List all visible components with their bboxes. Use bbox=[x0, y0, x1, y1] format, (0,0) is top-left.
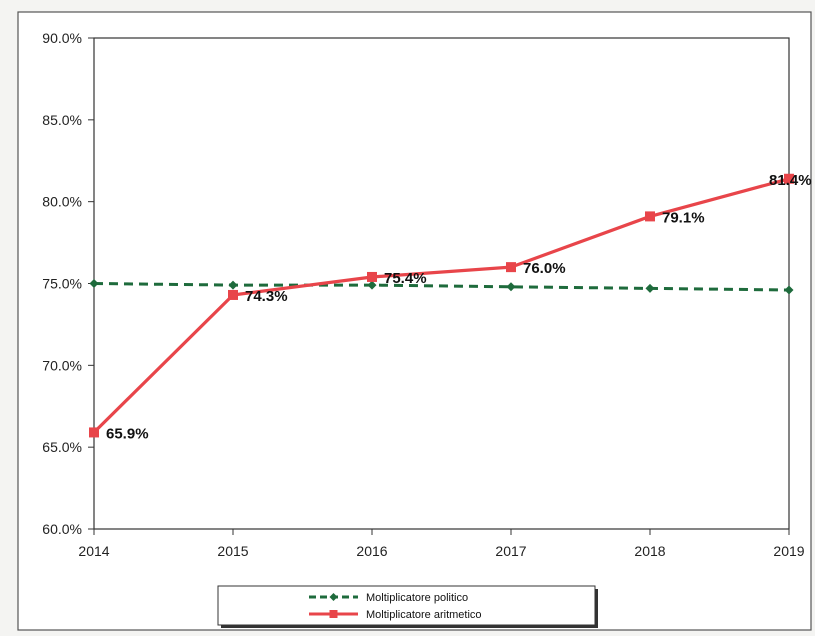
data-point bbox=[506, 262, 516, 273]
y-tick-label: 80.0% bbox=[42, 194, 82, 210]
data-label: 65.9% bbox=[106, 425, 149, 442]
data-point bbox=[367, 271, 377, 282]
x-tick-label: 2019 bbox=[773, 543, 804, 559]
data-point bbox=[645, 211, 655, 222]
data-point bbox=[89, 427, 99, 438]
legend-entry-label: Moltiplicatore politico bbox=[366, 592, 468, 604]
y-tick-label: 70.0% bbox=[42, 357, 82, 373]
data-point bbox=[506, 282, 516, 292]
plot-area bbox=[93, 37, 790, 530]
legend-swatch-marker bbox=[329, 610, 338, 618]
y-tick-label: 90.0% bbox=[42, 30, 82, 46]
data-label: 74.3% bbox=[245, 288, 288, 305]
legend-entry-label: Moltiplicatore aritmetico bbox=[366, 609, 482, 621]
x-tick-label: 2017 bbox=[495, 543, 526, 559]
data-point bbox=[228, 280, 238, 290]
data-label: 75.4% bbox=[384, 270, 427, 287]
series-line-moltiplicatore-aritmetico bbox=[92, 177, 790, 434]
series-line-moltiplicatore-politico bbox=[93, 282, 790, 292]
y-tick-label: 85.0% bbox=[42, 112, 82, 128]
x-tick-label: 2018 bbox=[634, 543, 665, 559]
data-label: 76.0% bbox=[523, 260, 566, 277]
data-point bbox=[367, 280, 377, 290]
x-tick-label: 2014 bbox=[78, 543, 109, 559]
data-point bbox=[228, 289, 238, 300]
x-tick-label: 2016 bbox=[356, 543, 387, 559]
data-point bbox=[89, 279, 99, 288]
data-label: 79.1% bbox=[662, 209, 705, 226]
y-tick-label: 65.0% bbox=[42, 439, 82, 455]
data-point bbox=[784, 173, 794, 184]
data-point bbox=[784, 285, 794, 295]
x-tick-label: 2015 bbox=[217, 543, 248, 559]
legend-box bbox=[217, 585, 596, 626]
data-point bbox=[645, 283, 655, 293]
legend-swatch-marker bbox=[329, 593, 338, 601]
y-tick-label: 60.0% bbox=[42, 521, 82, 537]
y-tick-label: 75.0% bbox=[42, 276, 82, 292]
data-label: 81.4% bbox=[769, 172, 812, 189]
